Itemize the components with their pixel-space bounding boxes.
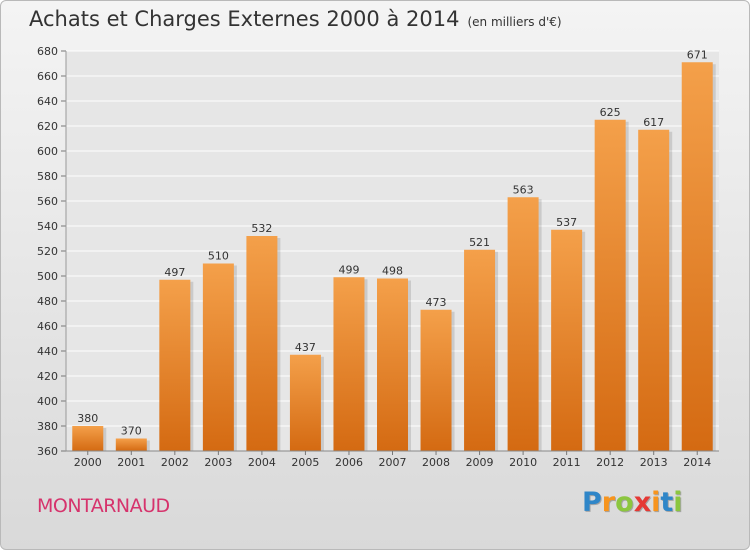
y-tick-label: 520 [37, 245, 58, 258]
x-tick-label: 2009 [466, 456, 494, 469]
data-label: 671 [687, 48, 708, 61]
brand-letter: i [651, 487, 661, 518]
y-tick-label: 640 [37, 95, 58, 108]
y-tick-label: 380 [37, 420, 58, 433]
data-label: 521 [469, 236, 490, 249]
bar [551, 229, 583, 451]
data-label: 473 [426, 296, 447, 309]
data-label: 537 [556, 216, 577, 229]
brand-letter: o [615, 487, 634, 518]
data-label: 498 [382, 265, 403, 278]
brand-letter: r [601, 487, 616, 518]
bar [202, 263, 234, 451]
bar [594, 119, 626, 451]
bar [420, 309, 452, 451]
bar [507, 197, 539, 451]
bar [681, 62, 713, 451]
x-tick-label: 2005 [291, 456, 319, 469]
chart-title: Achats et Charges Externes 2000 à 2014 (e… [29, 7, 562, 31]
y-tick-label: 600 [37, 145, 58, 158]
y-tick-label: 440 [37, 345, 58, 358]
data-label: 437 [295, 341, 316, 354]
y-tick-label: 560 [37, 195, 58, 208]
x-tick-label: 2007 [379, 456, 407, 469]
data-label: 499 [338, 263, 359, 276]
x-tick-label: 2002 [161, 456, 189, 469]
y-tick-label: 660 [37, 70, 58, 83]
x-tick-label: 2012 [596, 456, 624, 469]
data-labels: 380 370 497 510 532 437 499 498 473 521 563 537 625 6… [77, 48, 707, 437]
data-label: 497 [164, 266, 185, 279]
y-tick-label: 360 [37, 445, 58, 458]
y-tick-label: 680 [37, 45, 58, 58]
y-tick-label: 420 [37, 370, 58, 383]
brand-letter: P [582, 487, 602, 518]
x-axis: 2000 2001 2002 2003 2004 2005 2006 2007 2008 2009… [66, 450, 719, 469]
y-tick-label: 540 [37, 220, 58, 233]
bar [638, 129, 670, 451]
chart-title-text: Achats et Charges Externes 2000 à 2014 [29, 7, 460, 31]
x-tick-label: 2008 [422, 456, 450, 469]
x-tick-label: 2013 [640, 456, 668, 469]
proxiti-logo[interactable]: Proxiti [582, 487, 683, 518]
bar [159, 279, 191, 451]
y-tick-label: 500 [37, 270, 58, 283]
brand-letter: t [660, 487, 674, 518]
x-tick-label: 2006 [335, 456, 363, 469]
y-axis: 360 380 400 420 440 460 480 500 520 540 560 580 600 6… [37, 45, 67, 458]
bar [464, 249, 496, 451]
chart-subtitle: (en milliers d'€) [467, 15, 562, 29]
data-label: 532 [251, 222, 272, 235]
y-tick-label: 400 [37, 395, 58, 408]
x-tick-label: 2004 [248, 456, 276, 469]
y-tick-label: 580 [37, 170, 58, 183]
y-tick-label: 460 [37, 320, 58, 333]
data-label: 510 [208, 250, 229, 263]
y-tick-label: 480 [37, 295, 58, 308]
brand-letter: i [673, 487, 683, 518]
x-tick-label: 2010 [509, 456, 537, 469]
commune-name: MONTARNAUD [37, 495, 170, 517]
bar [115, 438, 147, 451]
bar [377, 278, 408, 451]
data-label: 380 [77, 412, 98, 425]
bar [246, 236, 278, 451]
x-tick-label: 2011 [553, 456, 581, 469]
x-tick-label: 2003 [204, 456, 232, 469]
bar [289, 354, 321, 451]
data-label: 370 [121, 425, 142, 438]
brand-letter: x [633, 487, 652, 518]
data-label: 625 [600, 106, 621, 119]
x-tick-label: 2001 [117, 456, 145, 469]
data-label: 617 [643, 116, 664, 129]
x-tick-label: 2014 [683, 456, 711, 469]
x-tick-label: 2000 [74, 456, 102, 469]
data-label: 563 [513, 183, 534, 196]
bars [72, 62, 716, 451]
y-tick-label: 620 [37, 120, 58, 133]
bar [72, 426, 104, 451]
bar [333, 277, 365, 451]
